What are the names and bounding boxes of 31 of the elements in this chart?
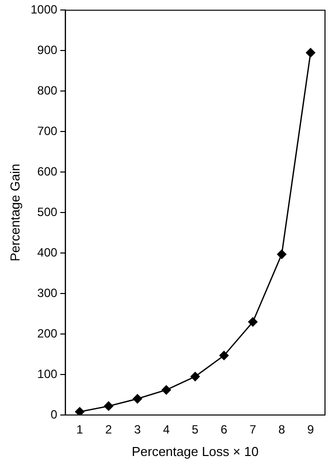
x-tick-label: 4 [162,422,170,437]
point [104,401,114,411]
point [132,394,142,404]
x-tick-label: 7 [250,422,257,437]
point [162,385,171,395]
x-tick-label: 1 [76,422,84,437]
y-tick-label: 900 [37,42,58,57]
y-tick-label: 400 [37,245,58,260]
y-axis-title: Percentage Gain [7,164,22,262]
x-tick-label: 6 [220,422,228,437]
point [219,350,229,360]
y-tick-label: 800 [37,83,58,98]
y-tick-label: 100 [37,366,58,381]
point [190,372,200,382]
y-tick-label: 700 [37,124,58,138]
point [248,317,258,327]
point [75,407,84,415]
x-tick-label: 2 [105,422,112,437]
x-tick-label: 9 [307,422,314,437]
point [277,250,286,259]
x-tick-label: 8 [278,422,286,437]
y-tick-label: 1000 [30,2,58,17]
point [306,48,316,58]
y-tick-label: 500 [37,204,58,219]
x-tick-label: 5 [192,422,199,437]
x-axis-title: Percentage Loss × 10 [132,444,259,459]
y-tick-label: 200 [37,326,58,340]
y-tick-label: 300 [37,286,58,300]
x-tick-label: 3 [134,422,142,437]
y-tick-label: 0 [50,407,58,422]
y-tick-label: 600 [37,164,58,178]
